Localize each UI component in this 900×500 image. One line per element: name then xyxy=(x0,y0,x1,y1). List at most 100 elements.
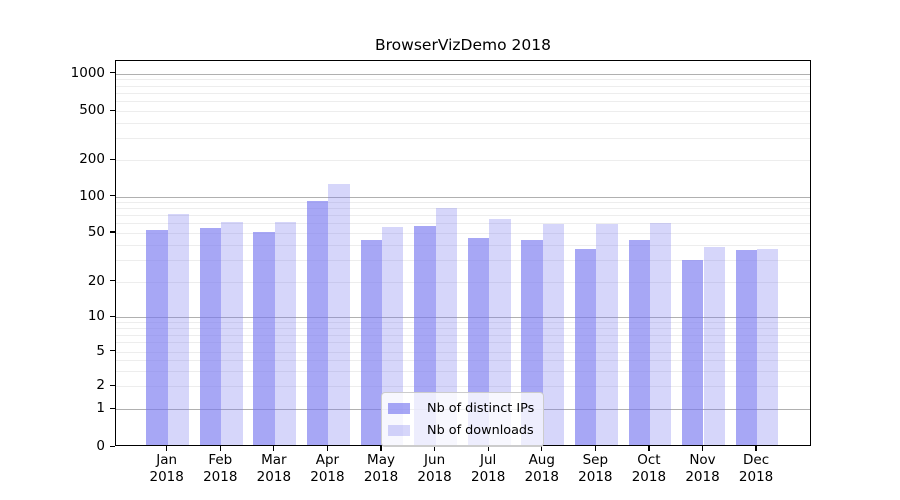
x-tick-label-month: Apr xyxy=(315,452,340,468)
gridline-minor xyxy=(116,259,810,261)
gridline-minor xyxy=(116,223,810,225)
bar-distinct-ips-mar xyxy=(253,231,275,445)
bar-distinct-ips-may xyxy=(360,239,382,445)
x-tick-label-year: 2018 xyxy=(631,469,667,485)
gridline-minor xyxy=(116,85,810,87)
bar-downloads-apr xyxy=(328,183,350,445)
y-tick-mark xyxy=(110,72,115,74)
y-tick-mark xyxy=(110,109,115,111)
bar-downloads-jan xyxy=(167,214,190,445)
x-tick-label-month: Feb xyxy=(208,452,233,468)
x-tick-label-month: Jun xyxy=(424,452,446,468)
x-tick-label-month: Mar xyxy=(261,452,287,468)
bar-distinct-ips-oct xyxy=(628,239,650,445)
gridline-major xyxy=(116,196,810,198)
gridline-major xyxy=(116,73,810,75)
x-tick-mark xyxy=(326,446,329,451)
x-tick-label-month: Aug xyxy=(528,452,555,468)
y-tick-mark xyxy=(110,158,115,160)
y-tick-label: 2 xyxy=(96,377,105,393)
x-tick-label-year: 2018 xyxy=(738,469,774,485)
y-tick-mark xyxy=(110,315,115,317)
y-tick-mark xyxy=(110,445,115,447)
x-tick-label-month: Jul xyxy=(480,452,497,468)
x-tick-label-month: Dec xyxy=(743,452,770,468)
gridline-minor xyxy=(116,322,810,324)
x-tick-label-year: 2018 xyxy=(417,469,452,485)
chart-title: BrowserVizDemo 2018 xyxy=(375,36,551,54)
gridline-minor xyxy=(116,351,810,353)
x-tick-mark xyxy=(541,446,543,451)
bar-distinct-ips-feb xyxy=(199,227,222,445)
legend-label-downloads: Nb of downloads xyxy=(427,423,534,438)
bar-distinct-ips-dec xyxy=(735,250,758,445)
bar-downloads-dec xyxy=(757,248,779,445)
y-tick-label: 1000 xyxy=(70,64,105,81)
gridline-minor xyxy=(116,215,810,217)
gridline-minor xyxy=(116,123,810,125)
y-tick-mark xyxy=(110,384,115,386)
gridline-minor xyxy=(116,328,810,330)
y-tick-label: 100 xyxy=(79,187,105,204)
x-tick-mark xyxy=(380,446,382,451)
x-tick-mark xyxy=(755,446,757,451)
gridline-minor xyxy=(116,202,810,204)
x-tick-label-year: 2018 xyxy=(203,469,238,485)
x-tick-label-year: 2018 xyxy=(470,469,506,485)
x-tick-label-year: 2018 xyxy=(256,469,292,485)
bar-downloads-jul xyxy=(489,219,511,445)
y-tick-mark xyxy=(110,195,115,197)
gridline-minor xyxy=(116,359,810,361)
x-tick-mark xyxy=(487,446,489,451)
x-tick-label-month: Nov xyxy=(689,452,716,468)
y-tick-label: 500 xyxy=(79,102,105,119)
bar-distinct-ips-nov xyxy=(682,259,704,445)
x-tick-mark xyxy=(594,446,596,451)
gridline-minor xyxy=(116,342,810,344)
y-tick-label: 10 xyxy=(87,308,105,324)
bar-downloads-nov xyxy=(703,247,725,445)
x-tick-label-year: 2018 xyxy=(310,469,345,485)
legend-item-distinct-ips: Nb of distinct IPs xyxy=(388,398,534,419)
bar-distinct-ips-jan xyxy=(146,229,168,445)
legend-swatch-downloads-icon xyxy=(388,425,410,436)
gridline-minor xyxy=(116,138,810,140)
gridline-minor xyxy=(116,92,810,94)
x-tick-label-month: Sep xyxy=(582,452,609,468)
gridline-minor xyxy=(116,281,810,283)
gridline-major xyxy=(116,317,810,318)
y-tick-mark xyxy=(110,231,115,233)
bar-downloads-jun xyxy=(435,208,457,445)
y-tick-mark xyxy=(110,350,115,352)
y-tick-label: 20 xyxy=(87,272,105,289)
bar-distinct-ips-sep xyxy=(574,248,597,445)
gridline-minor xyxy=(116,370,810,372)
legend-label-distinct-ips: Nb of distinct IPs xyxy=(427,401,535,416)
gridline-minor xyxy=(116,244,810,246)
gridline-minor xyxy=(116,101,810,103)
x-tick-mark xyxy=(434,446,436,451)
x-tick-mark xyxy=(701,446,704,451)
bar-distinct-ips-jun xyxy=(414,226,436,445)
x-tick-label-month: Oct xyxy=(637,452,661,468)
gridline-minor xyxy=(116,160,810,162)
y-tick-label: 50 xyxy=(87,223,105,240)
bar-downloads-may xyxy=(382,226,404,445)
x-tick-mark xyxy=(219,446,221,451)
y-tick-label: 5 xyxy=(96,342,105,359)
y-tick-label: 200 xyxy=(79,151,105,168)
gridline-minor xyxy=(116,334,810,336)
x-tick-label-month: May xyxy=(367,452,395,468)
legend-item-downloads: Nb of downloads xyxy=(388,420,534,441)
x-tick-label-month: Jan xyxy=(156,452,178,468)
x-tick-label-year: 2018 xyxy=(363,469,399,485)
bar-downloads-mar xyxy=(274,221,297,445)
gridline-minor xyxy=(116,79,810,81)
bar-distinct-ips-apr xyxy=(307,201,329,445)
x-tick-mark xyxy=(166,446,168,451)
bar-downloads-feb xyxy=(221,221,243,445)
bar-downloads-oct xyxy=(649,223,672,445)
gridline-minor xyxy=(116,111,810,113)
bar-downloads-sep xyxy=(596,224,618,445)
